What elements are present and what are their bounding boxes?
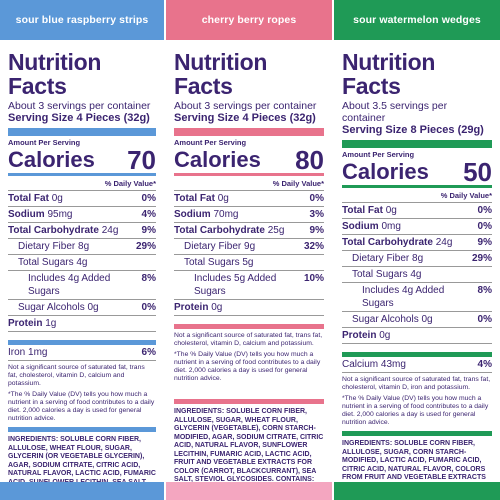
calories-row: Calories 80	[174, 147, 324, 173]
thick-divider	[8, 128, 156, 136]
thick-divider	[342, 431, 492, 436]
nutrition-facts-title: Nutrition Facts	[174, 49, 268, 99]
thick-divider	[342, 352, 492, 357]
nutrient-row: Total Fat 0g 0%	[342, 203, 492, 219]
significance-note: Not a significant source of saturated fa…	[174, 332, 323, 347]
servings-per-container: About 3 servings per container	[174, 100, 317, 112]
amount-per-serving: Amount Per Serving	[342, 150, 415, 159]
footer-band	[166, 482, 332, 500]
divider	[174, 173, 324, 176]
nutrient-row: Includes 4g Added Sugars 8%	[342, 283, 492, 312]
servings-per-container: About 3.5 servings per container	[342, 100, 448, 124]
nutrient-row: Total Fat 0g 0%	[174, 191, 324, 207]
serving-size: Serving Size 8 Pieces (29g)	[342, 124, 484, 136]
calories-row: Calories 70	[8, 147, 156, 173]
nutrient-row: Includes 4g Added Sugars 8%	[8, 271, 156, 300]
footer-band	[334, 482, 500, 500]
thick-divider	[174, 399, 324, 404]
nutrient-row: Sodium 95mg 4%	[8, 207, 156, 223]
nutrient-row: Total Sugars 4g	[342, 267, 492, 283]
calories-label: Calories	[342, 159, 429, 184]
calories-label: Calories	[174, 147, 261, 172]
daily-value-header: % Daily Value*	[8, 176, 156, 191]
amount-per-serving: Amount Per Serving	[174, 138, 247, 147]
nutrient-row: Protein 0g	[342, 328, 492, 344]
calories-value: 50	[463, 157, 492, 187]
significance-note: Not a significant source of saturated fa…	[8, 364, 145, 387]
daily-value-footnote: *The % Daily Value (DV) tells you how mu…	[8, 391, 155, 422]
nutrient-row: Sodium 0mg 0%	[342, 219, 492, 235]
ingredients: INGREDIENTS: SOLUBLE CORN FIBER, ALLULOS…	[174, 408, 324, 492]
panel-header: sour watermelon wedges	[334, 0, 500, 40]
divider	[8, 173, 156, 176]
nutrient-row: Calcium 43mg 4%	[342, 357, 492, 373]
thick-divider	[174, 128, 324, 136]
daily-value-footnote: *The % Daily Value (DV) tells you how mu…	[342, 395, 489, 426]
panel-header: sour blue raspberry strips	[0, 0, 164, 40]
nutrient-row: Iron 1mg 6%	[8, 345, 156, 361]
nutrient-row: Dietary Fiber 8g 29%	[8, 239, 156, 255]
nutrient-row: Sodium 70mg 3%	[174, 207, 324, 223]
panel-blue-raspberry: sour blue raspberry strips Nutrition Fac…	[0, 0, 164, 500]
nutrient-row: Sugar Alcohols 0g 0%	[342, 312, 492, 328]
daily-value-header: % Daily Value*	[342, 188, 492, 203]
nutrient-row: Dietary Fiber 9g 32%	[174, 239, 324, 255]
nutrition-facts-title: Nutrition Facts	[342, 49, 436, 99]
nutrient-row: Includes 5g Added Sugars 10%	[174, 271, 324, 300]
nutrient-row: Dietary Fiber 8g 29%	[342, 251, 492, 267]
calories-value: 80	[295, 145, 324, 175]
thick-divider	[8, 427, 156, 432]
nutrient-row: Protein 0g	[174, 300, 324, 316]
calories-label: Calories	[8, 147, 95, 172]
panel-header: cherry berry ropes	[166, 0, 332, 40]
thick-divider	[342, 140, 492, 148]
serving-size: Serving Size 4 Pieces (32g)	[174, 112, 316, 124]
nutrient-row: Total Carbohydrate 24g 9%	[342, 235, 492, 251]
thick-divider	[174, 324, 324, 329]
nutrient-row: Total Carbohydrate 24g 9%	[8, 223, 156, 239]
nutrient-row: Total Fat 0g 0%	[8, 191, 156, 207]
calories-value: 70	[127, 145, 156, 175]
nutrient-row: Total Sugars 4g	[8, 255, 156, 271]
nutrient-row: Sugar Alcohols 0g 0%	[8, 300, 156, 316]
daily-value-header: % Daily Value*	[174, 176, 324, 191]
daily-value-footnote: *The % Daily Value (DV) tells you how mu…	[174, 351, 321, 382]
panel-cherry-berry: cherry berry ropes Nutrition Facts About…	[166, 0, 332, 500]
significance-note: Not a significant source of saturated fa…	[342, 376, 491, 391]
footer-band	[0, 482, 164, 500]
divider	[342, 185, 492, 188]
panel-watermelon: sour watermelon wedges Nutrition Facts A…	[334, 0, 500, 500]
thick-divider	[8, 340, 156, 345]
serving-size: Serving Size 4 Pieces (32g)	[8, 112, 150, 124]
nutrient-row: Total Sugars 5g	[174, 255, 324, 271]
nutrient-row: Protein 1g	[8, 316, 156, 332]
nutrition-facts-title: Nutrition Facts	[8, 49, 102, 99]
calories-row: Calories 50	[342, 159, 492, 185]
servings-per-container: About 3 servings per container	[8, 100, 151, 112]
amount-per-serving: Amount Per Serving	[8, 138, 81, 147]
nutrient-row: Total Carbohydrate 25g 9%	[174, 223, 324, 239]
